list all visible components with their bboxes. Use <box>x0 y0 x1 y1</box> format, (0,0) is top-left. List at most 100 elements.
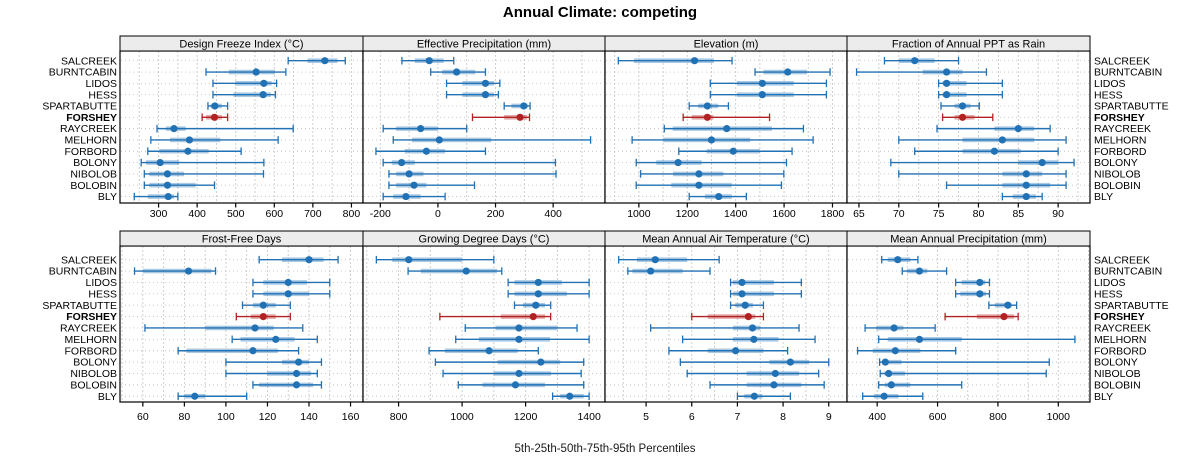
axis-tick-label: 140 <box>300 411 318 423</box>
site-label-right: LIDOS <box>1094 277 1126 289</box>
site-label-left: MELHORN <box>64 334 117 346</box>
median-dot <box>398 158 406 167</box>
panel-header <box>846 230 1091 247</box>
percentile-row <box>150 136 279 144</box>
percentile-row <box>754 68 831 76</box>
median-dot <box>295 358 303 366</box>
percentile-row <box>252 290 331 298</box>
median-dot <box>485 347 493 355</box>
percentile-row <box>864 324 936 332</box>
median-dot <box>703 113 711 121</box>
median-dot <box>750 392 758 400</box>
percentile-row <box>686 369 820 378</box>
percentile-row <box>287 56 346 65</box>
median-dot <box>703 102 711 110</box>
axis-tick-label: 400 <box>188 208 206 220</box>
median-dot <box>410 181 418 189</box>
median-dot <box>566 392 574 400</box>
median-dot <box>520 102 528 110</box>
plot-area <box>120 51 363 203</box>
percentile-row <box>375 255 495 264</box>
plot-area <box>605 246 847 402</box>
axis-tick-label: 9 <box>826 411 832 423</box>
percentile-row <box>375 147 487 156</box>
median-dot <box>695 170 703 178</box>
axis-tick-label: 60 <box>137 411 149 423</box>
axis-tick-label: 8 <box>780 411 786 423</box>
percentile-row <box>258 255 339 264</box>
site-label-left: BURNTCABIN <box>49 67 117 79</box>
panel-title: Frost-Free Days <box>202 234 282 246</box>
site-label-left: MELHORN <box>64 135 117 147</box>
site-label-left: LIDOS <box>85 78 117 90</box>
percentile-row <box>914 147 1059 156</box>
site-label-left: SALCREEK <box>61 254 117 266</box>
site-label-right: SPARTABUTTE <box>1094 300 1169 312</box>
axis-tick-label: 120 <box>259 411 277 423</box>
median-dot <box>534 290 542 298</box>
axis-tick-label: 65 <box>853 208 865 220</box>
panel-mean-annual-air-temperature-c: 5 6 7 8 9 Mean Annual Air Temperature (°C) <box>604 230 848 423</box>
median-dot <box>881 358 889 366</box>
percentile-row <box>205 68 287 76</box>
median-dot <box>164 192 172 201</box>
median-dot <box>259 313 267 321</box>
panel-title: Mean Annual Air Temperature (°C) <box>642 234 809 246</box>
plot-area <box>847 51 1090 203</box>
median-dot <box>723 125 731 133</box>
percentile-row <box>635 181 783 190</box>
chart-title: Annual Climate: competing <box>502 4 698 21</box>
percentile-row <box>144 324 304 332</box>
median-dot <box>885 369 893 378</box>
percentile-row <box>147 147 242 156</box>
percentile-row <box>878 335 1076 344</box>
percentile-row <box>140 158 265 167</box>
median-dot <box>156 158 164 167</box>
axis-tick-label: 1400 <box>577 411 601 423</box>
median-dot <box>674 158 682 167</box>
plot-area <box>120 246 363 402</box>
site-label-left: FORBORD <box>65 146 118 158</box>
axis-tick-label: 500 <box>227 208 245 220</box>
median-dot <box>651 256 659 264</box>
axis-tick-label: 80 <box>973 208 985 220</box>
median-dot <box>690 57 699 65</box>
percentile-row <box>445 79 501 88</box>
median-dot <box>292 381 301 389</box>
panel-title: Growing Degree Days (°C) <box>419 234 550 246</box>
median-dot <box>758 91 766 99</box>
median-dot <box>305 256 313 264</box>
median-dot <box>748 324 757 332</box>
site-label-left: FORBORD <box>65 345 118 357</box>
median-dot <box>405 170 413 178</box>
median-dot <box>750 335 758 343</box>
median-dot <box>272 335 280 343</box>
median-dot <box>786 358 794 366</box>
percentile-row <box>736 392 792 401</box>
percentile-row <box>225 369 318 378</box>
percentile-row <box>507 290 590 298</box>
axis-tick-label: 90 <box>1052 208 1064 220</box>
site-label-left: RAYCREEK <box>60 323 117 335</box>
site-label-left: HESS <box>88 89 117 101</box>
median-dot <box>784 68 792 76</box>
site-label-right: BOLOBIN <box>1094 379 1141 391</box>
site-label-right: RAYCREEK <box>1094 123 1151 135</box>
percentile-row <box>382 158 557 167</box>
median-dot <box>942 68 951 76</box>
median-dot <box>771 369 779 378</box>
percentile-row <box>898 170 1067 178</box>
axis-tick-label: 800 <box>343 208 361 220</box>
percentile-row <box>225 358 323 366</box>
site-label-left: HESS <box>88 288 117 300</box>
percentile-row <box>878 381 963 389</box>
percentile-row <box>856 346 957 355</box>
percentile-row-highlight <box>201 113 229 122</box>
percentile-row <box>212 90 277 99</box>
panel-title: Elevation (m) <box>694 39 759 51</box>
median-dot <box>958 102 967 110</box>
site-label-right-highlight: FORSHEY <box>1094 311 1145 323</box>
